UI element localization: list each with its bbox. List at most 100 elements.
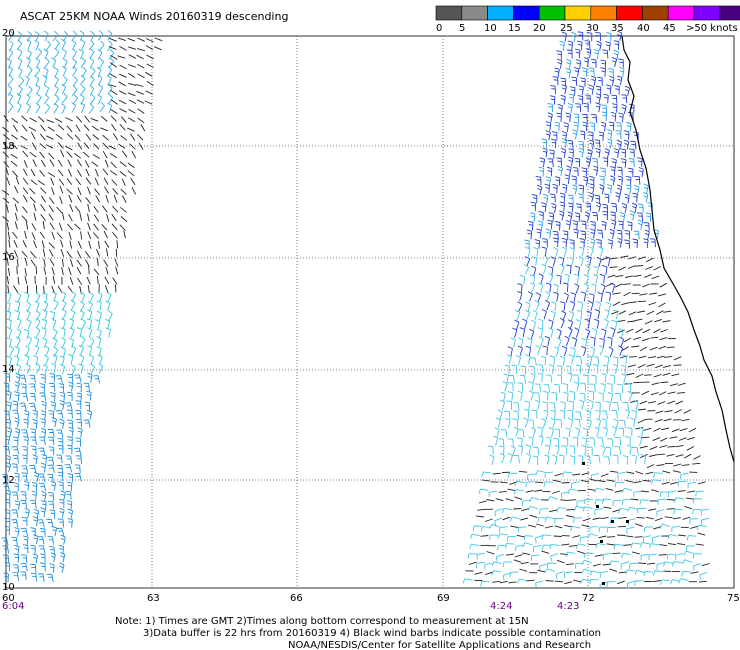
legend-swatch <box>693 5 721 21</box>
wind-barb <box>30 131 36 140</box>
wind-barb <box>556 559 565 564</box>
wind-barb <box>87 285 90 294</box>
wind-barb <box>23 160 28 168</box>
wind-barb <box>56 429 64 438</box>
wind-barb <box>658 554 667 556</box>
wind-barb <box>135 83 144 87</box>
wind-barb <box>492 472 501 475</box>
wind-barb <box>58 222 63 231</box>
wind-barb <box>521 499 531 507</box>
wind-barb <box>629 562 638 569</box>
wind-barb <box>678 534 687 537</box>
wind-barb <box>137 73 145 79</box>
wind-barb <box>551 131 558 141</box>
wind-barb <box>128 99 137 104</box>
wind-barb <box>26 301 32 312</box>
wind-barb <box>568 400 575 411</box>
wind-barb <box>575 364 582 375</box>
wind-barb <box>509 571 519 578</box>
wind-barb <box>523 408 530 419</box>
wind-barb <box>472 525 482 531</box>
wind-barb <box>614 393 622 402</box>
wind-barb <box>639 400 648 405</box>
wind-barb <box>601 257 610 261</box>
wind-barb <box>123 230 126 239</box>
wind-barb <box>100 127 108 132</box>
wind-barb <box>601 410 608 419</box>
wind-barb <box>609 560 620 566</box>
wind-barb <box>70 299 76 311</box>
wind-barb <box>629 356 638 358</box>
wind-barb <box>681 418 690 422</box>
wind-barb <box>48 205 54 213</box>
wind-barb <box>585 328 591 339</box>
wind-barb <box>594 554 603 557</box>
wind-barb <box>656 355 665 359</box>
wind-barb <box>7 74 14 86</box>
wind-barb <box>580 578 591 585</box>
wind-barb <box>52 328 58 340</box>
wind-barb <box>96 248 101 257</box>
wind-barb <box>92 134 100 140</box>
wind-barb <box>39 392 47 401</box>
wind-barb <box>56 527 65 536</box>
wind-barb <box>544 471 554 478</box>
wind-barb <box>529 274 536 285</box>
wind-barb <box>22 177 29 185</box>
wind-barb <box>3 572 9 583</box>
wind-barb <box>518 470 528 473</box>
wind-barb <box>32 159 37 167</box>
wind-barb <box>550 85 556 95</box>
wind-barb <box>583 102 589 113</box>
wind-barb <box>47 126 55 132</box>
wind-barb <box>530 282 536 293</box>
wind-barb <box>21 250 28 258</box>
latitude-label: 14 <box>2 364 15 375</box>
wind-barb <box>616 139 622 150</box>
wind-barb <box>508 581 517 584</box>
wind-barb <box>89 354 95 365</box>
wind-barb <box>663 310 672 313</box>
wind-barb <box>692 498 703 504</box>
wind-barb <box>525 489 534 493</box>
wind-barb <box>24 291 30 303</box>
wind-barb <box>600 167 606 177</box>
wind-barb <box>653 374 662 378</box>
wind-barb <box>145 38 154 43</box>
wind-barb <box>561 183 568 194</box>
wind-barb <box>569 391 575 401</box>
wind-barb <box>75 455 83 464</box>
wind-barb <box>549 95 556 105</box>
wind-barb <box>584 211 590 222</box>
wind-barb <box>96 275 99 284</box>
wind-barb <box>575 319 582 330</box>
wind-barb <box>6 276 9 285</box>
wind-barb <box>43 30 49 42</box>
wind-barb <box>491 561 502 567</box>
wind-barb <box>620 158 627 168</box>
wind-barb <box>625 535 634 538</box>
wind-barb <box>5 462 12 473</box>
wind-barb <box>643 192 649 203</box>
wind-barb <box>20 135 28 141</box>
wind-barb <box>591 374 597 385</box>
wind-barb <box>627 221 633 231</box>
wind-barb <box>677 490 686 492</box>
wind-barb <box>667 533 678 540</box>
wind-barb <box>626 471 635 474</box>
wind-barb <box>51 57 57 68</box>
wind-barb <box>533 392 541 401</box>
wind-barb <box>689 518 699 525</box>
wind-barb <box>505 553 514 556</box>
wind-barb <box>662 470 671 474</box>
wind-barb <box>648 302 657 306</box>
wind-barb <box>119 123 126 131</box>
wind-barb <box>14 427 21 438</box>
wind-barb <box>577 31 584 41</box>
wind-barb <box>567 326 573 338</box>
wind-barb <box>40 507 46 518</box>
wind-barb <box>50 481 56 491</box>
wind-barb <box>538 211 544 221</box>
wind-barb <box>76 382 82 393</box>
wind-barb <box>102 134 109 141</box>
